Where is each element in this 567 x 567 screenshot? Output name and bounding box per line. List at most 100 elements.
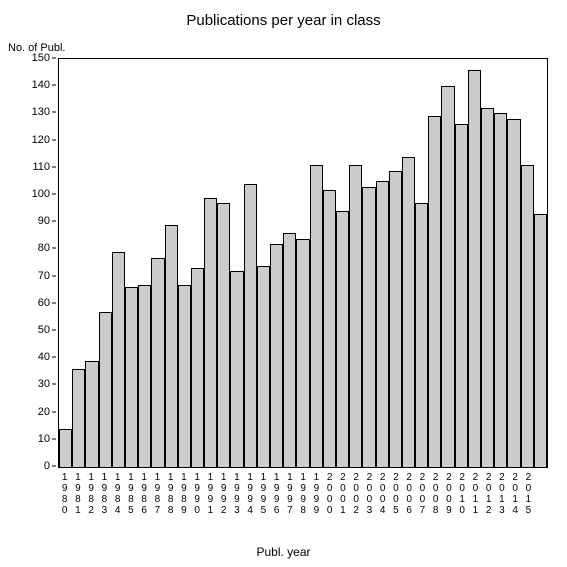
y-tick-label: 80 xyxy=(38,242,50,254)
y-axis-ticks: 0102030405060708090100110120130140150 xyxy=(0,58,56,468)
x-tick-label: 2002 xyxy=(350,470,363,530)
bar xyxy=(415,203,428,467)
bar xyxy=(283,233,296,467)
x-tick-label: 1996 xyxy=(270,470,283,530)
x-tick-label: 2004 xyxy=(376,470,389,530)
bar xyxy=(204,198,217,467)
y-tick-label: 100 xyxy=(32,188,50,200)
y-tick-label: 20 xyxy=(38,406,50,418)
x-tick-label: 2000 xyxy=(323,470,336,530)
y-tick-mark xyxy=(52,357,56,358)
bar xyxy=(362,187,375,467)
x-tick-label: 2013 xyxy=(495,470,508,530)
x-tick-label: 1984 xyxy=(111,470,124,530)
x-tick-label: 2003 xyxy=(363,470,376,530)
y-tick-label: 90 xyxy=(38,215,50,227)
y-tick-label: 60 xyxy=(38,297,50,309)
y-tick-mark xyxy=(52,58,56,59)
chart-container: Publications per year in class No. of Pu… xyxy=(0,0,567,567)
x-axis-title: Publ. year xyxy=(0,545,567,559)
y-tick-label: 150 xyxy=(32,52,50,64)
bar xyxy=(296,239,309,467)
x-tick-label: 1981 xyxy=(71,470,84,530)
bar xyxy=(336,211,349,467)
x-tick-label: 1999 xyxy=(310,470,323,530)
bar xyxy=(85,361,98,467)
bar xyxy=(441,86,454,467)
y-tick-label: 140 xyxy=(32,79,50,91)
bar xyxy=(217,203,230,467)
x-tick-label: 2005 xyxy=(389,470,402,530)
bar xyxy=(481,108,494,467)
y-tick-label: 40 xyxy=(38,351,50,363)
y-tick-mark xyxy=(52,275,56,276)
y-tick-label: 120 xyxy=(32,134,50,146)
x-tick-label: 1997 xyxy=(283,470,296,530)
x-tick-label: 2009 xyxy=(442,470,455,530)
x-tick-label: 1985 xyxy=(124,470,137,530)
y-tick-mark xyxy=(52,302,56,303)
y-tick-label: 0 xyxy=(44,460,50,472)
bar xyxy=(376,181,389,467)
y-tick-mark xyxy=(52,194,56,195)
x-tick-label: 2010 xyxy=(456,470,469,530)
x-axis-labels: 1980198119821983198419851986198719881989… xyxy=(58,470,548,530)
x-tick-label: 1993 xyxy=(230,470,243,530)
bar xyxy=(230,271,243,467)
x-tick-label: 2011 xyxy=(469,470,482,530)
bar xyxy=(178,285,191,467)
x-tick-label: 2012 xyxy=(482,470,495,530)
bar xyxy=(270,244,283,467)
bar xyxy=(99,312,112,467)
x-tick-label: 1992 xyxy=(217,470,230,530)
x-tick-label: 1987 xyxy=(151,470,164,530)
bar xyxy=(257,266,270,467)
x-tick-label: 1988 xyxy=(164,470,177,530)
bar xyxy=(402,157,415,467)
bar xyxy=(165,225,178,467)
x-tick-label: 1983 xyxy=(98,470,111,530)
bar xyxy=(389,171,402,467)
chart-title: Publications per year in class xyxy=(0,12,567,29)
x-tick-label: 1995 xyxy=(257,470,270,530)
bar xyxy=(507,119,520,467)
bar xyxy=(72,369,85,467)
plot-area xyxy=(58,58,548,468)
bar xyxy=(191,268,204,467)
y-tick-label: 130 xyxy=(32,106,50,118)
bar xyxy=(323,190,336,467)
y-tick-label: 110 xyxy=(32,161,50,173)
bar xyxy=(534,214,547,467)
y-tick-mark xyxy=(52,139,56,140)
x-tick-label: 1990 xyxy=(191,470,204,530)
bar xyxy=(468,70,481,467)
bar xyxy=(521,165,534,467)
bar xyxy=(349,165,362,467)
bar xyxy=(455,124,468,467)
x-tick-label: 1986 xyxy=(138,470,151,530)
x-tick-label: 1991 xyxy=(204,470,217,530)
y-tick-mark xyxy=(52,330,56,331)
y-tick-mark xyxy=(52,112,56,113)
x-tick-label: 2006 xyxy=(403,470,416,530)
x-tick-label: 2014 xyxy=(509,470,522,530)
bar xyxy=(244,184,257,467)
y-tick-mark xyxy=(52,384,56,385)
bar xyxy=(125,287,138,467)
x-tick-label xyxy=(535,470,548,530)
y-tick-mark xyxy=(52,85,56,86)
bar xyxy=(310,165,323,467)
bar xyxy=(112,252,125,467)
bar xyxy=(494,113,507,467)
x-tick-label: 2007 xyxy=(416,470,429,530)
bars-group xyxy=(59,59,547,467)
y-tick-mark xyxy=(52,438,56,439)
x-tick-label: 1980 xyxy=(58,470,71,530)
x-tick-label: 2015 xyxy=(522,470,535,530)
y-tick-label: 70 xyxy=(38,270,50,282)
bar xyxy=(151,258,164,467)
y-tick-label: 10 xyxy=(38,433,50,445)
bar xyxy=(138,285,151,467)
bar xyxy=(428,116,441,467)
x-tick-label: 2008 xyxy=(429,470,442,530)
